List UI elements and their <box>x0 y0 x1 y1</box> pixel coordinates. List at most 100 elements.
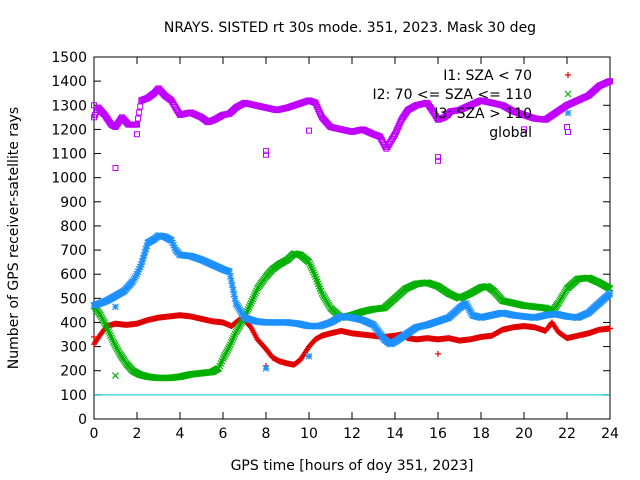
data-point <box>103 323 111 331</box>
data-point <box>251 291 259 299</box>
data-point-d2 <box>243 308 251 315</box>
x-tick-label: 10 <box>300 426 318 442</box>
data-point <box>228 336 236 344</box>
data-point-d2 <box>107 332 115 339</box>
data-point-d2 <box>252 289 259 297</box>
data-point-d2 <box>307 262 315 270</box>
y-tick-label: 1400 <box>51 74 87 90</box>
data-point-d2 <box>247 299 255 307</box>
x-tick-label: 22 <box>558 426 576 442</box>
data-point-d2 <box>108 334 115 342</box>
data-point <box>104 325 112 333</box>
data-point <box>307 262 315 270</box>
x-tick-label: 8 <box>262 426 271 442</box>
data-point <box>245 303 253 311</box>
data-point <box>107 332 115 339</box>
y-tick-label: 1200 <box>51 122 87 138</box>
data-point-d2 <box>312 273 319 281</box>
data-point <box>250 293 258 301</box>
y-tick-label: 700 <box>60 243 87 259</box>
data-point-d2 <box>249 295 257 303</box>
data-point-d2 <box>109 336 116 344</box>
data-point <box>252 289 259 297</box>
data-point-d2 <box>314 280 322 288</box>
data-point-d2 <box>310 269 318 276</box>
x-tick-label: 4 <box>176 426 185 442</box>
data-point-d2 <box>246 301 254 309</box>
y-tick-label: 300 <box>60 340 87 356</box>
data-point <box>246 301 254 309</box>
data-point <box>231 330 239 338</box>
data-point <box>247 299 255 307</box>
data-point-d2 <box>231 330 239 338</box>
data-point-d2 <box>103 323 111 331</box>
data-point-d2 <box>230 332 238 340</box>
data-point <box>607 325 613 332</box>
data-point <box>305 258 313 266</box>
data-point <box>227 339 235 346</box>
x-tick-label: 2 <box>133 426 142 442</box>
data-point <box>310 269 318 276</box>
data-point-d2 <box>317 287 325 295</box>
data-point <box>226 343 233 351</box>
data-point-d2 <box>106 330 114 337</box>
data-point-d2 <box>311 271 318 278</box>
x-tick-label: 18 <box>472 426 490 442</box>
data-point-d2 <box>245 303 253 311</box>
x-tick-label: 6 <box>219 426 228 442</box>
data-point-d2 <box>315 282 323 290</box>
data-point <box>249 295 257 303</box>
y-tick-label: 200 <box>60 364 87 380</box>
y-tick-label: 600 <box>60 267 87 283</box>
series-1 <box>90 250 614 382</box>
data-point <box>309 266 317 274</box>
data-point-d2 <box>251 291 259 299</box>
data-point-d2 <box>248 297 256 305</box>
x-tick-label: 20 <box>515 426 533 442</box>
data-point-d2 <box>316 285 324 293</box>
data-point <box>108 334 115 342</box>
data-point-d2 <box>244 305 252 313</box>
data-point <box>226 341 234 348</box>
data-point-d2 <box>229 334 237 342</box>
y-tick-label: 1500 <box>51 50 87 66</box>
y-tick-label: 1300 <box>51 98 87 114</box>
data-point <box>244 305 252 313</box>
x-tick-label: 24 <box>601 426 619 442</box>
data-point-d2 <box>227 339 235 346</box>
y-tick-label: 100 <box>60 388 87 404</box>
data-point <box>109 336 116 344</box>
data-point-d2 <box>253 287 260 295</box>
y-tick-label: 400 <box>60 315 87 331</box>
x-tick-label: 16 <box>429 426 447 442</box>
x-tick-labels: 0 2 4 6 8 10 12 14 16 18 20 22 24 <box>90 426 619 442</box>
x-tick-label: 14 <box>386 426 404 442</box>
data-point <box>106 330 114 337</box>
data-point <box>229 334 237 342</box>
data-point <box>230 332 238 340</box>
y-tick-labels: 0 100 200 300 400 500 600 700 800 900 1000 1100 1200… <box>51 50 87 428</box>
y-tick-label: 1100 <box>51 147 87 163</box>
y-tick-label: 800 <box>60 219 87 235</box>
y-tick-label: 0 <box>78 412 87 428</box>
x-tick-label: 12 <box>343 426 361 442</box>
data-point <box>306 260 314 268</box>
data-point-d2 <box>104 325 112 333</box>
chart-title: NRAYS. SISTED rt 30s mode. 351, 2023. Ma… <box>164 20 536 36</box>
data-point <box>311 271 318 278</box>
data-point-d2 <box>228 336 236 344</box>
data-point-d2 <box>250 293 258 301</box>
data-point-d2 <box>305 258 313 266</box>
data-point <box>105 328 113 335</box>
data-marks <box>90 78 614 382</box>
data-point <box>253 287 260 295</box>
data-point-d2 <box>105 328 113 335</box>
data-point-d2 <box>226 343 233 351</box>
data-point-d2 <box>308 264 316 272</box>
y-tick-label: 900 <box>60 195 87 211</box>
x-tick-label: 0 <box>90 426 99 442</box>
y-tick-label: 1000 <box>51 171 87 187</box>
data-point-d2 <box>313 278 321 285</box>
data-point-d2 <box>226 341 234 348</box>
